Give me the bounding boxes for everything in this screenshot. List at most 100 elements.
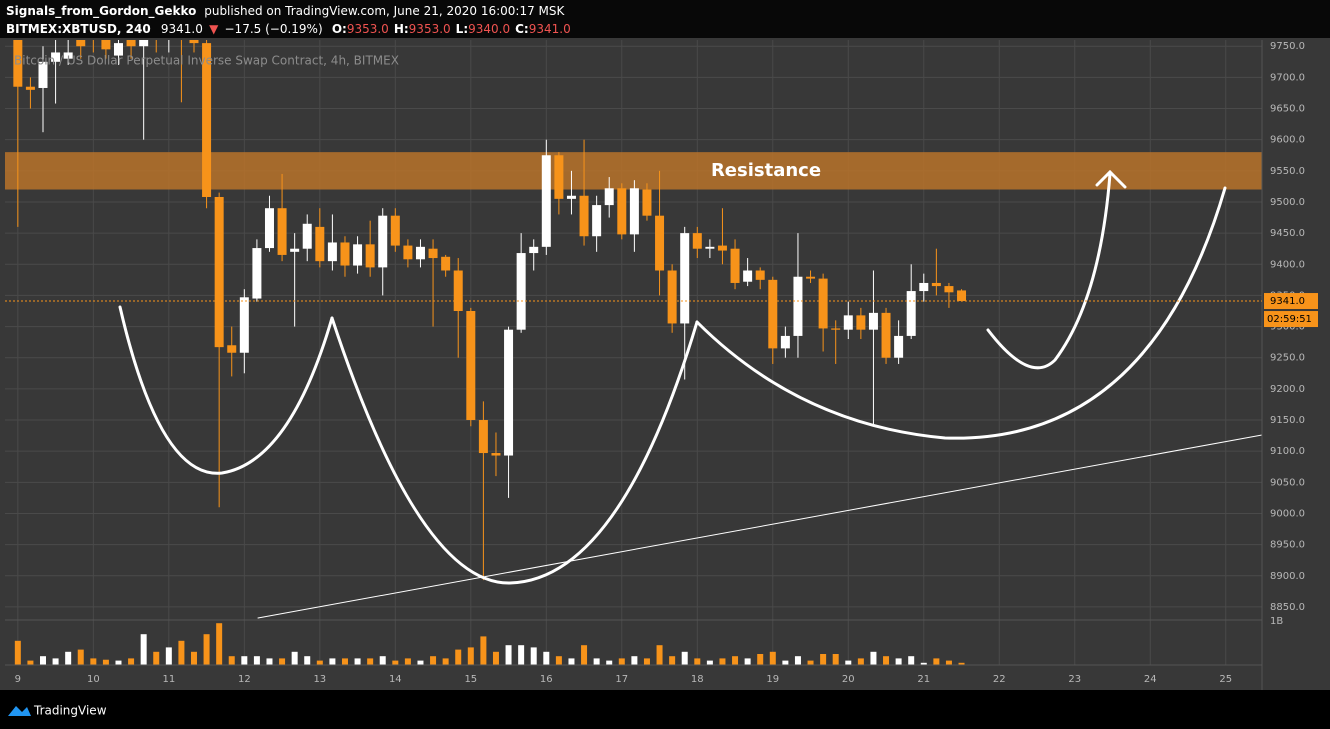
candle-body <box>113 43 123 56</box>
volume-bar <box>467 647 474 665</box>
candle-body <box>290 248 300 252</box>
watermark: Bitcoin / US Dollar Perpetual Inverse Sw… <box>14 54 399 68</box>
candle-body <box>743 270 753 282</box>
volume-bar <box>518 645 525 665</box>
x-tick-label: 16 <box>540 674 553 685</box>
drawn-curve <box>330 316 699 585</box>
y-tick-label: 8950.0 <box>1270 540 1305 551</box>
volume-bar <box>253 656 260 665</box>
candle-body <box>227 345 237 353</box>
candles <box>13 40 967 581</box>
candle-body <box>378 215 388 268</box>
candle-body <box>76 40 86 47</box>
x-tick-label: 9 <box>15 674 21 685</box>
volume-bar <box>732 656 739 665</box>
x-tick-label: 17 <box>615 674 628 685</box>
volume-bar <box>430 656 437 665</box>
candle-body <box>730 248 740 283</box>
volume-bar <box>14 640 21 665</box>
volume-bar <box>643 658 650 665</box>
volume-bar <box>669 656 676 665</box>
volume-bar <box>656 645 663 665</box>
published: published on TradingView.com, June 21, 2… <box>204 4 565 18</box>
author: Signals_from_Gordon_Gekko <box>6 4 196 19</box>
volume-bar <box>480 636 487 665</box>
volume-bar <box>807 660 814 665</box>
candle-body <box>906 291 916 336</box>
candle-body <box>529 246 539 254</box>
candle-body <box>202 43 212 197</box>
volume-bar <box>593 658 600 665</box>
volume-bar <box>492 651 499 665</box>
candle-body <box>957 290 967 302</box>
candle-body <box>466 310 476 421</box>
ohlc-label: L: <box>456 22 468 36</box>
y-tick-label: 9700.0 <box>1270 72 1305 83</box>
x-tick-label: 13 <box>313 674 326 685</box>
candle-body <box>415 246 425 260</box>
ohlc-value: 9353.0 <box>347 22 389 36</box>
volume-bar <box>115 660 122 665</box>
volume-bar <box>945 660 952 665</box>
header-bg <box>0 0 1330 38</box>
x-tick-label: 23 <box>1068 674 1081 685</box>
volume <box>14 623 965 665</box>
y-tick-label: 9100.0 <box>1270 446 1305 457</box>
candle-body <box>504 329 514 456</box>
volume-bar <box>933 658 940 665</box>
candle-body <box>441 256 451 271</box>
candle-body <box>780 335 790 349</box>
y-tick-label: 9600.0 <box>1270 135 1305 146</box>
volume-bar <box>367 658 374 665</box>
volume-bar <box>820 654 827 665</box>
volume-bar <box>216 623 223 665</box>
candle-body <box>491 453 501 456</box>
volume-bar <box>329 658 336 665</box>
drawn-curve <box>695 186 1227 440</box>
candle-body <box>692 233 702 249</box>
y-tick-label: 8850.0 <box>1270 602 1305 613</box>
volume-bar <box>404 658 411 665</box>
ohlc-value: 9353.0 <box>409 22 451 36</box>
candle-body <box>655 215 665 271</box>
candle-body <box>365 244 375 268</box>
footer-bg <box>0 690 1330 729</box>
candle-body <box>302 223 312 249</box>
candle-body <box>868 312 878 330</box>
volume-bar <box>153 651 160 665</box>
volume-bar <box>606 660 613 665</box>
volume-bar <box>895 658 902 665</box>
candle-body <box>101 40 111 50</box>
header-line: Signals_from_Gordon_Gekko published on T… <box>6 4 566 19</box>
y-tick-label: 9200.0 <box>1270 384 1305 395</box>
candle-body <box>13 40 23 87</box>
volume-bar <box>77 649 84 665</box>
candle-body <box>478 420 488 454</box>
volume-bar <box>140 634 147 665</box>
candle-body <box>327 242 337 262</box>
volume-bar <box>341 658 348 665</box>
volume-bar <box>455 649 462 665</box>
candle-body <box>604 188 614 206</box>
candle-body <box>566 195 576 199</box>
candle-body <box>264 208 274 249</box>
y-tick-label: 9650.0 <box>1270 104 1305 115</box>
volume-bar <box>555 656 562 665</box>
volume-bar <box>316 660 323 665</box>
volume-bar <box>794 656 801 665</box>
volume-bar <box>291 651 298 665</box>
candle-body <box>390 215 400 246</box>
candle-body <box>919 282 929 292</box>
y-tick-label: 9500.0 <box>1270 197 1305 208</box>
volume-bar <box>203 634 210 665</box>
volume-bar <box>39 656 46 665</box>
candle-body <box>831 328 841 330</box>
candle-body <box>126 40 136 47</box>
volume-bar <box>568 658 575 665</box>
change: −17.5 (−0.19%) <box>225 22 323 36</box>
candle-body <box>768 279 778 349</box>
candle-body <box>516 253 526 330</box>
y-tick-label: 9150.0 <box>1270 415 1305 426</box>
volume-bar <box>530 647 537 665</box>
